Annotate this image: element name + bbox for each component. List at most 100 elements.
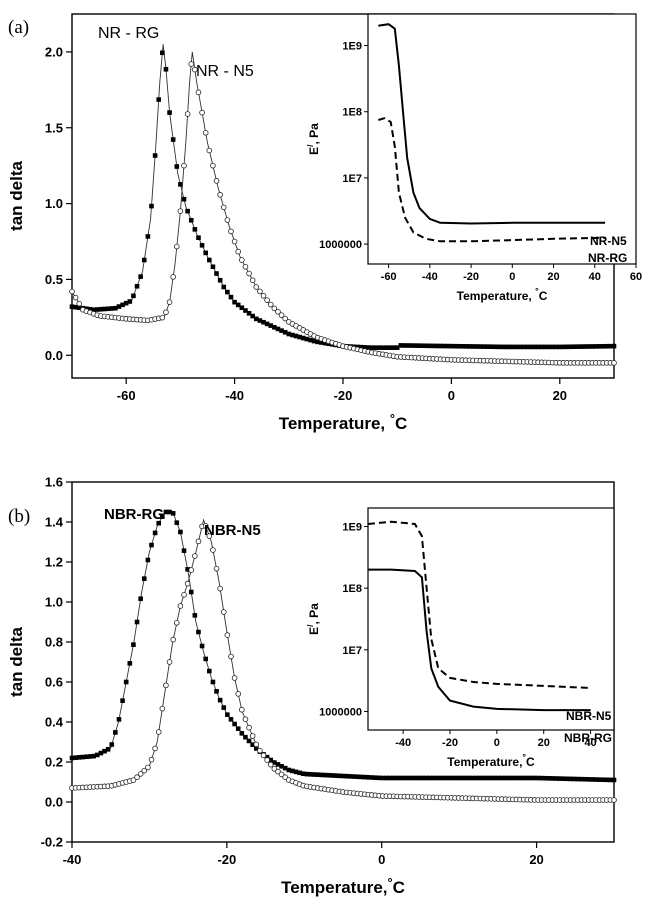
data-point-square xyxy=(178,529,183,535)
data-point-square xyxy=(311,338,317,344)
data-point-square xyxy=(441,775,447,781)
data-point-circle xyxy=(220,609,227,615)
data-point-square xyxy=(141,257,147,263)
data-point-square xyxy=(300,335,306,341)
data-point-square xyxy=(304,771,310,777)
data-point-square xyxy=(145,557,151,563)
data-point-circle xyxy=(137,771,144,777)
data-point-square xyxy=(228,717,234,722)
data-point-circle xyxy=(228,228,234,235)
inset-y-tick-label: 1E8 xyxy=(342,107,362,119)
data-point-square xyxy=(506,775,512,781)
data-point-square xyxy=(463,775,469,781)
data-point-square xyxy=(449,775,454,781)
y-tick-label: 1.0 xyxy=(45,196,63,211)
data-point-circle xyxy=(217,191,223,198)
data-point-square xyxy=(73,304,78,310)
data-point-square xyxy=(608,777,613,783)
inset-x-tick-label: 20 xyxy=(547,271,559,283)
inset-y-tick-label: 1E7 xyxy=(342,173,362,185)
inset-y-axis-title: E/, Pa xyxy=(305,123,321,155)
data-point-square xyxy=(503,344,508,350)
data-point-square xyxy=(217,697,223,703)
data-point-circle xyxy=(199,109,205,116)
data-point-square xyxy=(351,774,357,779)
data-point-square xyxy=(394,775,400,781)
data-point-square xyxy=(590,344,595,349)
inset-x-tick-label: -20 xyxy=(463,271,479,283)
y-tick-label: 0.0 xyxy=(45,795,63,810)
data-point-square xyxy=(561,344,566,350)
data-point-square xyxy=(582,776,588,782)
data-point-circle xyxy=(184,111,191,117)
data-point-square xyxy=(203,656,208,662)
data-point-square xyxy=(394,345,400,350)
data-point-square xyxy=(235,726,241,731)
data-point-square xyxy=(409,775,414,781)
data-point-square xyxy=(340,773,346,779)
data-point-square xyxy=(207,257,212,263)
data-point-circle xyxy=(235,248,242,255)
data-point-square xyxy=(333,773,339,778)
series-label-nbr-rg: NBR-RG xyxy=(104,506,164,523)
data-point-circle xyxy=(213,178,220,184)
data-point-square xyxy=(510,344,516,350)
data-point-square xyxy=(232,299,237,305)
data-point-square xyxy=(568,344,573,350)
data-point-square xyxy=(286,767,292,773)
data-point-square xyxy=(459,775,465,781)
data-point-square xyxy=(478,775,483,781)
data-point-square xyxy=(416,343,422,348)
data-point-circle xyxy=(246,270,252,277)
data-point-circle xyxy=(213,565,220,572)
data-point-circle xyxy=(257,288,263,295)
data-point-square xyxy=(91,753,96,759)
data-point-square xyxy=(543,775,548,781)
data-point-square xyxy=(290,768,295,774)
y-tick-label: 0.8 xyxy=(45,635,63,650)
data-point-square xyxy=(243,734,248,740)
data-point-square xyxy=(293,333,299,339)
data-point-square xyxy=(170,137,176,142)
data-point-square xyxy=(279,763,284,769)
data-point-square xyxy=(347,774,353,779)
data-point-square xyxy=(131,293,136,299)
data-point-square xyxy=(174,164,180,169)
data-point-square xyxy=(192,227,198,232)
data-point-square xyxy=(225,712,230,717)
data-point-circle xyxy=(206,147,213,154)
data-point-square xyxy=(156,520,162,526)
data-point-square xyxy=(275,326,281,332)
data-point-square xyxy=(550,776,555,781)
series-label-nr-n5: NR - N5 xyxy=(196,63,254,80)
data-point-square xyxy=(181,196,187,202)
data-point-square xyxy=(76,755,82,760)
data-point-square xyxy=(94,752,100,758)
data-point-square xyxy=(91,307,96,313)
inset-x-tick-label: -60 xyxy=(381,271,397,283)
data-point-square xyxy=(69,304,75,310)
data-point-square xyxy=(344,773,349,779)
data-point-square xyxy=(239,305,245,311)
data-point-square xyxy=(167,509,172,515)
x-axis-title: Temperature, °C xyxy=(279,411,408,433)
data-point-square xyxy=(102,306,107,312)
data-point-square xyxy=(243,308,248,313)
data-point-circle xyxy=(145,764,151,771)
data-point-square xyxy=(553,344,559,350)
data-point-circle xyxy=(228,653,234,660)
x-tick-label: 0 xyxy=(378,852,385,867)
data-point-circle xyxy=(195,89,202,96)
data-point-circle xyxy=(257,747,263,754)
data-point-square xyxy=(315,772,321,777)
data-point-square xyxy=(452,343,458,349)
data-point-square xyxy=(423,343,429,349)
data-point-square xyxy=(528,775,534,781)
data-point-square xyxy=(373,345,378,350)
data-point-square xyxy=(550,344,555,350)
data-point-square xyxy=(365,345,371,350)
inset-label-nr-n5: NR-N5 xyxy=(590,234,627,248)
data-point-square xyxy=(149,203,154,209)
data-point-square xyxy=(510,775,516,781)
data-point-square xyxy=(300,771,306,777)
